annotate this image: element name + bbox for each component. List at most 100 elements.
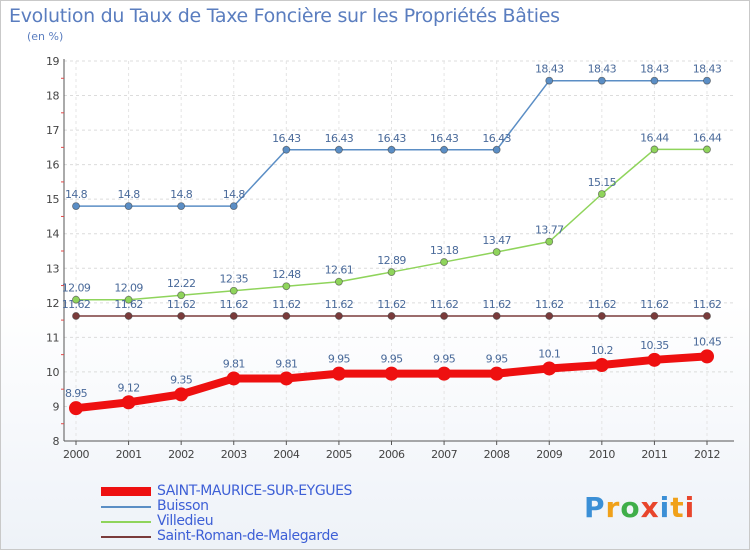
data-label: 11.62	[693, 298, 722, 311]
data-label: 18.43	[535, 63, 564, 76]
data-label: 9.81	[275, 357, 297, 370]
y-tick-label: 15	[46, 193, 59, 206]
data-label: 18.43	[640, 63, 669, 76]
chart-legend: SAINT-MAURICE-SUR-EYGUES Buisson Villedi…	[101, 484, 352, 544]
data-point	[647, 352, 662, 367]
data-label: 9.95	[433, 353, 456, 366]
data-point	[437, 366, 452, 381]
data-point	[282, 312, 291, 320]
data-point	[545, 76, 554, 85]
data-label: 9.95	[486, 353, 509, 366]
data-label: 12.89	[377, 254, 406, 267]
data-point	[69, 401, 83, 416]
data-label: 11.62	[114, 298, 143, 311]
data-point	[489, 366, 504, 381]
data-point	[335, 145, 343, 154]
data-point	[335, 277, 343, 286]
data-label: 13.18	[430, 244, 459, 257]
data-point	[545, 312, 554, 320]
data-point	[124, 295, 133, 304]
data-label: 13.47	[482, 234, 511, 247]
data-point	[650, 145, 659, 154]
data-point	[492, 145, 501, 154]
data-label: 11.62	[640, 298, 669, 311]
data-point	[703, 76, 711, 85]
data-point	[72, 312, 80, 320]
data-point	[492, 312, 501, 320]
x-tick-label: 2001	[116, 448, 142, 461]
data-point	[279, 371, 294, 386]
data-label: 10.45	[693, 335, 722, 348]
legend-label: Saint-Roman-de-Malegarde	[157, 528, 339, 544]
y-tick-label: 12	[46, 297, 59, 310]
data-point	[440, 145, 448, 154]
chart-title: Evolution du Taux de Taxe Foncière sur l…	[9, 5, 560, 27]
y-tick-label: 9	[53, 400, 60, 413]
data-label: 18.43	[588, 63, 617, 76]
y-tick-label: 14	[46, 228, 59, 241]
data-point	[545, 237, 554, 246]
data-point	[229, 312, 238, 320]
y-tick-label: 11	[46, 331, 59, 344]
logo-letter: r	[605, 491, 621, 524]
data-point	[335, 312, 343, 320]
data-point	[542, 361, 557, 376]
data-point	[72, 202, 80, 210]
data-label: 12.09	[114, 282, 143, 295]
data-point	[177, 202, 186, 210]
data-label: 11.62	[62, 298, 91, 311]
data-point	[703, 145, 711, 154]
data-point	[229, 286, 238, 295]
chart-subtitle: (en %)	[27, 30, 64, 43]
data-point	[700, 349, 714, 364]
y-tick-label: 10	[46, 366, 59, 379]
legend-label: Villedieu	[157, 513, 214, 529]
y-tick-label: 8	[53, 435, 60, 448]
data-label: 10.1	[538, 347, 560, 360]
data-point	[282, 145, 291, 154]
data-label: 10.35	[640, 339, 669, 352]
data-label: 12.22	[167, 277, 196, 290]
data-label: 10.2	[591, 344, 613, 357]
data-point	[650, 76, 659, 85]
data-point	[331, 366, 346, 381]
data-label: 16.43	[482, 132, 511, 145]
data-label: 11.62	[535, 298, 564, 311]
data-label: 14.8	[65, 188, 88, 201]
x-tick-label: 2000	[63, 448, 89, 461]
data-label: 16.43	[430, 132, 459, 145]
data-label: 9.95	[380, 353, 403, 366]
data-point	[650, 312, 659, 320]
x-tick-label: 2011	[641, 448, 667, 461]
logo-letter: i	[659, 491, 671, 524]
data-point	[597, 76, 606, 85]
data-point	[387, 145, 396, 154]
x-tick-label: 2009	[536, 448, 562, 461]
data-point	[597, 190, 606, 198]
data-point	[226, 371, 241, 386]
data-label: 18.43	[693, 63, 722, 76]
data-label: 8.95	[65, 387, 88, 400]
data-label: 11.62	[167, 298, 196, 311]
y-tick-label: 19	[46, 55, 59, 68]
x-tick-label: 2007	[431, 448, 457, 461]
logo-letter: P	[584, 491, 606, 524]
data-point	[492, 248, 501, 256]
data-label: 9.12	[118, 381, 140, 394]
legend-item: SAINT-MAURICE-SUR-EYGUES	[101, 484, 352, 499]
legend-item: Saint-Roman-de-Malegarde	[101, 529, 352, 544]
data-point	[282, 282, 291, 291]
data-label: 12.61	[325, 264, 354, 277]
y-tick-label: 13	[46, 262, 59, 275]
legend-swatch	[101, 535, 151, 538]
logo-letter: o	[620, 491, 641, 524]
data-label: 16.44	[693, 131, 722, 144]
data-point	[384, 366, 399, 381]
legend-swatch	[101, 487, 151, 496]
data-label: 12.48	[272, 268, 301, 281]
proxiti-logo: Proxiti	[584, 491, 695, 524]
data-label: 15.15	[588, 176, 617, 189]
legend-item: Buisson	[101, 499, 352, 514]
x-tick-label: 2008	[484, 448, 510, 461]
